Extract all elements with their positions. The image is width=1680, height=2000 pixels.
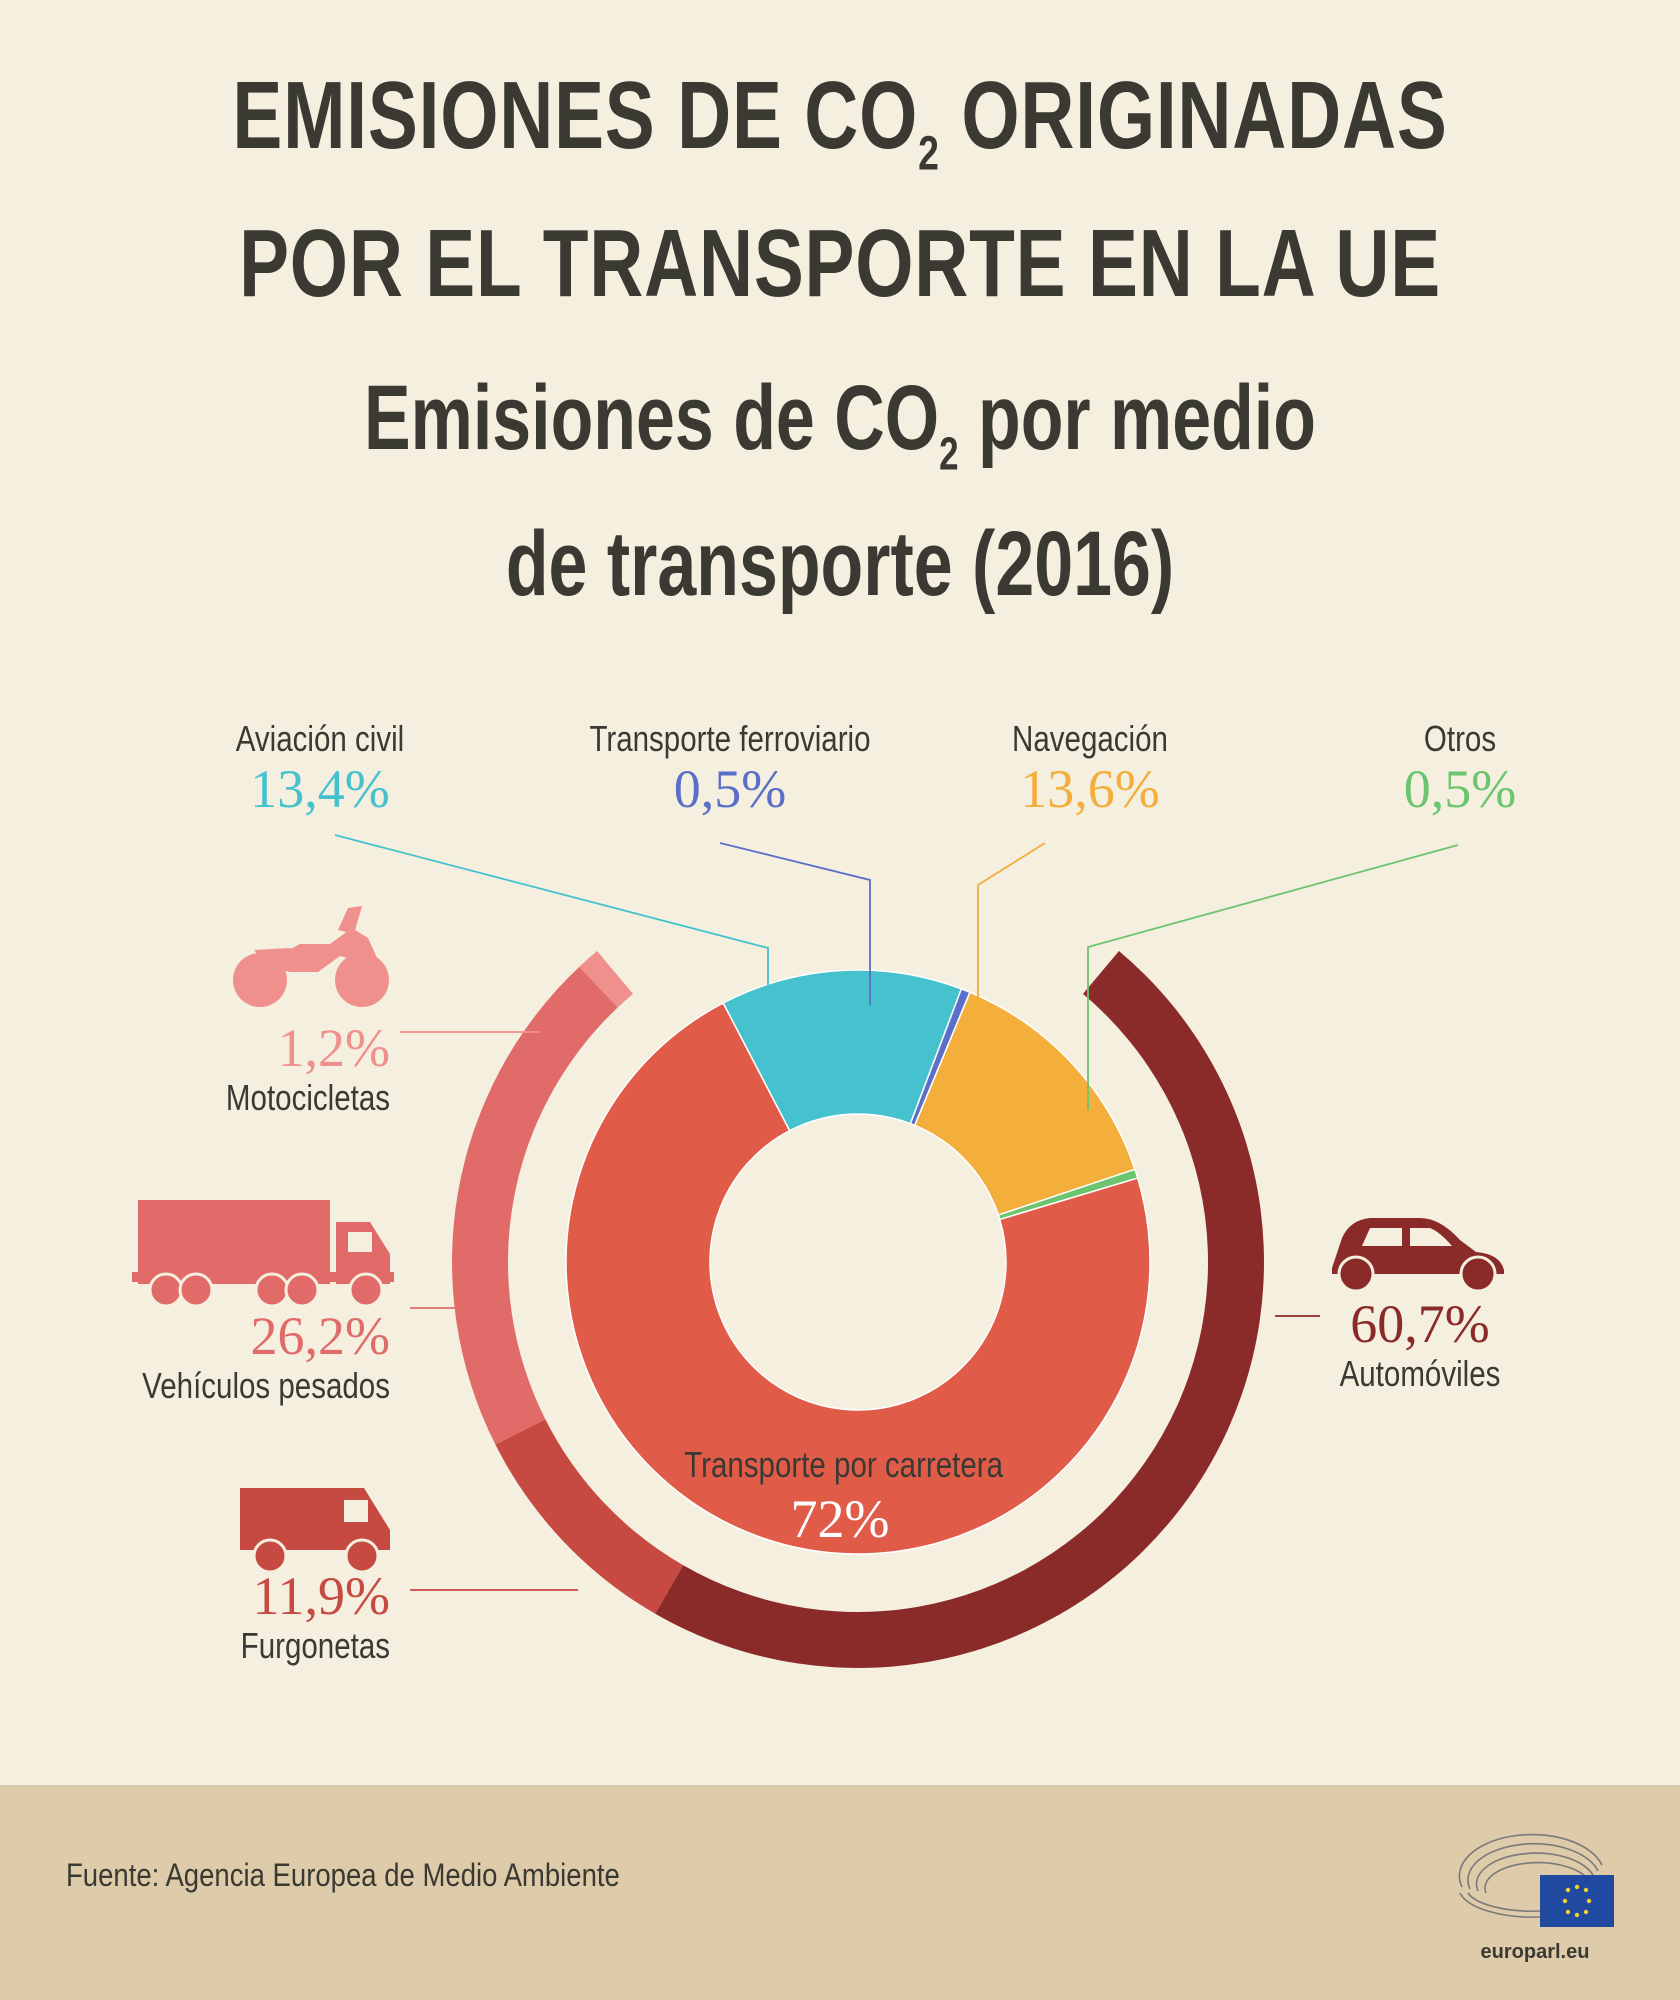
label-pesados: 26,2% Vehículos pesados: [60, 1308, 390, 1407]
chart-rings: [451, 950, 1264, 1668]
label-navegacion: Navegación 13,6%: [960, 718, 1220, 820]
label-furgonetas-name: Furgonetas: [240, 1624, 390, 1666]
inner-segment-4: [565, 1001, 1151, 1555]
parliament-hemicycle-icon: [1458, 1833, 1614, 1927]
label-automoviles: 60,7% Automóviles: [1300, 1296, 1540, 1395]
source-text: Fuente: Agencia Europea de Medio Ambient…: [66, 1857, 620, 1893]
van-icon: [240, 1488, 390, 1574]
outer-segment-0: [579, 950, 634, 1008]
label-furgonetas-value: 11,9%: [252, 1566, 390, 1626]
label-automoviles-name: Automóviles: [1339, 1352, 1501, 1394]
label-motocicletas-value: 1,2%: [277, 1018, 390, 1078]
subtitle-line-2: de transporte (2016): [505, 513, 1175, 615]
inner-segment-2: [913, 991, 1136, 1216]
label-carretera-name: Transporte por carretera: [684, 1444, 1004, 1485]
label-otros: Otros 0,5%: [1370, 718, 1550, 820]
europarl-link[interactable]: europarl.eu: [1480, 1941, 1590, 1963]
label-motocicletas: 1,2% Motocicletas: [110, 1020, 390, 1119]
label-aviacion: Aviación civil 13,4%: [190, 718, 450, 820]
leader-aviacion: [334, 834, 769, 1020]
label-navegacion-name: Navegación: [1012, 718, 1168, 759]
label-aviacion-name: Aviación civil: [235, 718, 405, 759]
leader-otros: [1087, 844, 1459, 1110]
leader-lines: [334, 834, 1459, 1591]
leader-navegacion: [977, 842, 1046, 1030]
outer-segment-2: [495, 1419, 684, 1614]
europarl-logo[interactable]: europarl.eu: [1450, 1825, 1620, 1985]
label-motocicletas-name: Motocicletas: [225, 1076, 390, 1118]
car-icon: [1332, 1218, 1504, 1293]
label-otros-name: Otros: [1423, 718, 1497, 759]
label-automoviles-value: 60,7%: [1350, 1294, 1490, 1354]
subtitle-line-1: Emisiones de CO2 por medio: [364, 367, 1316, 480]
label-carretera-value: 72%: [790, 1489, 890, 1549]
donut-chart: [132, 834, 1504, 1668]
label-pesados-value: 26,2%: [250, 1306, 390, 1366]
truck-icon: [132, 1200, 394, 1308]
motorcycle-icon: [233, 906, 389, 1007]
main-title-line-2: POR EL TRANSPORTE EN LA UE: [239, 210, 1441, 317]
label-furgonetas: 11,9% Furgonetas: [110, 1568, 390, 1667]
outer-segment-1: [451, 966, 618, 1445]
label-ferroviario-value: 0,5%: [673, 759, 787, 819]
label-pesados-name: Vehículos pesados: [142, 1364, 390, 1406]
eu-stars-icon: [1562, 1884, 1592, 1918]
chart-icons: [132, 906, 1504, 1574]
leader-ferroviario: [719, 842, 871, 1005]
label-carretera: Transporte por carretera 72%: [650, 1444, 1030, 1550]
label-otros-value: 0,5%: [1403, 759, 1517, 819]
eu-flag-icon: [1540, 1875, 1614, 1927]
label-navegacion-value: 13,6%: [1020, 759, 1160, 819]
main-title-line-1: EMISIONES DE CO2 ORIGINADAS: [232, 62, 1448, 181]
label-aviacion-value: 13,4%: [250, 759, 390, 819]
label-ferroviario: Transporte ferroviario 0,5%: [550, 718, 910, 820]
outer-segment-3: [655, 950, 1264, 1668]
inner-segment-0: [722, 969, 963, 1132]
footer: Fuente: Agencia Europea de Medio Ambient…: [0, 1785, 1680, 2000]
label-ferroviario-name: Transporte ferroviario: [589, 718, 871, 759]
